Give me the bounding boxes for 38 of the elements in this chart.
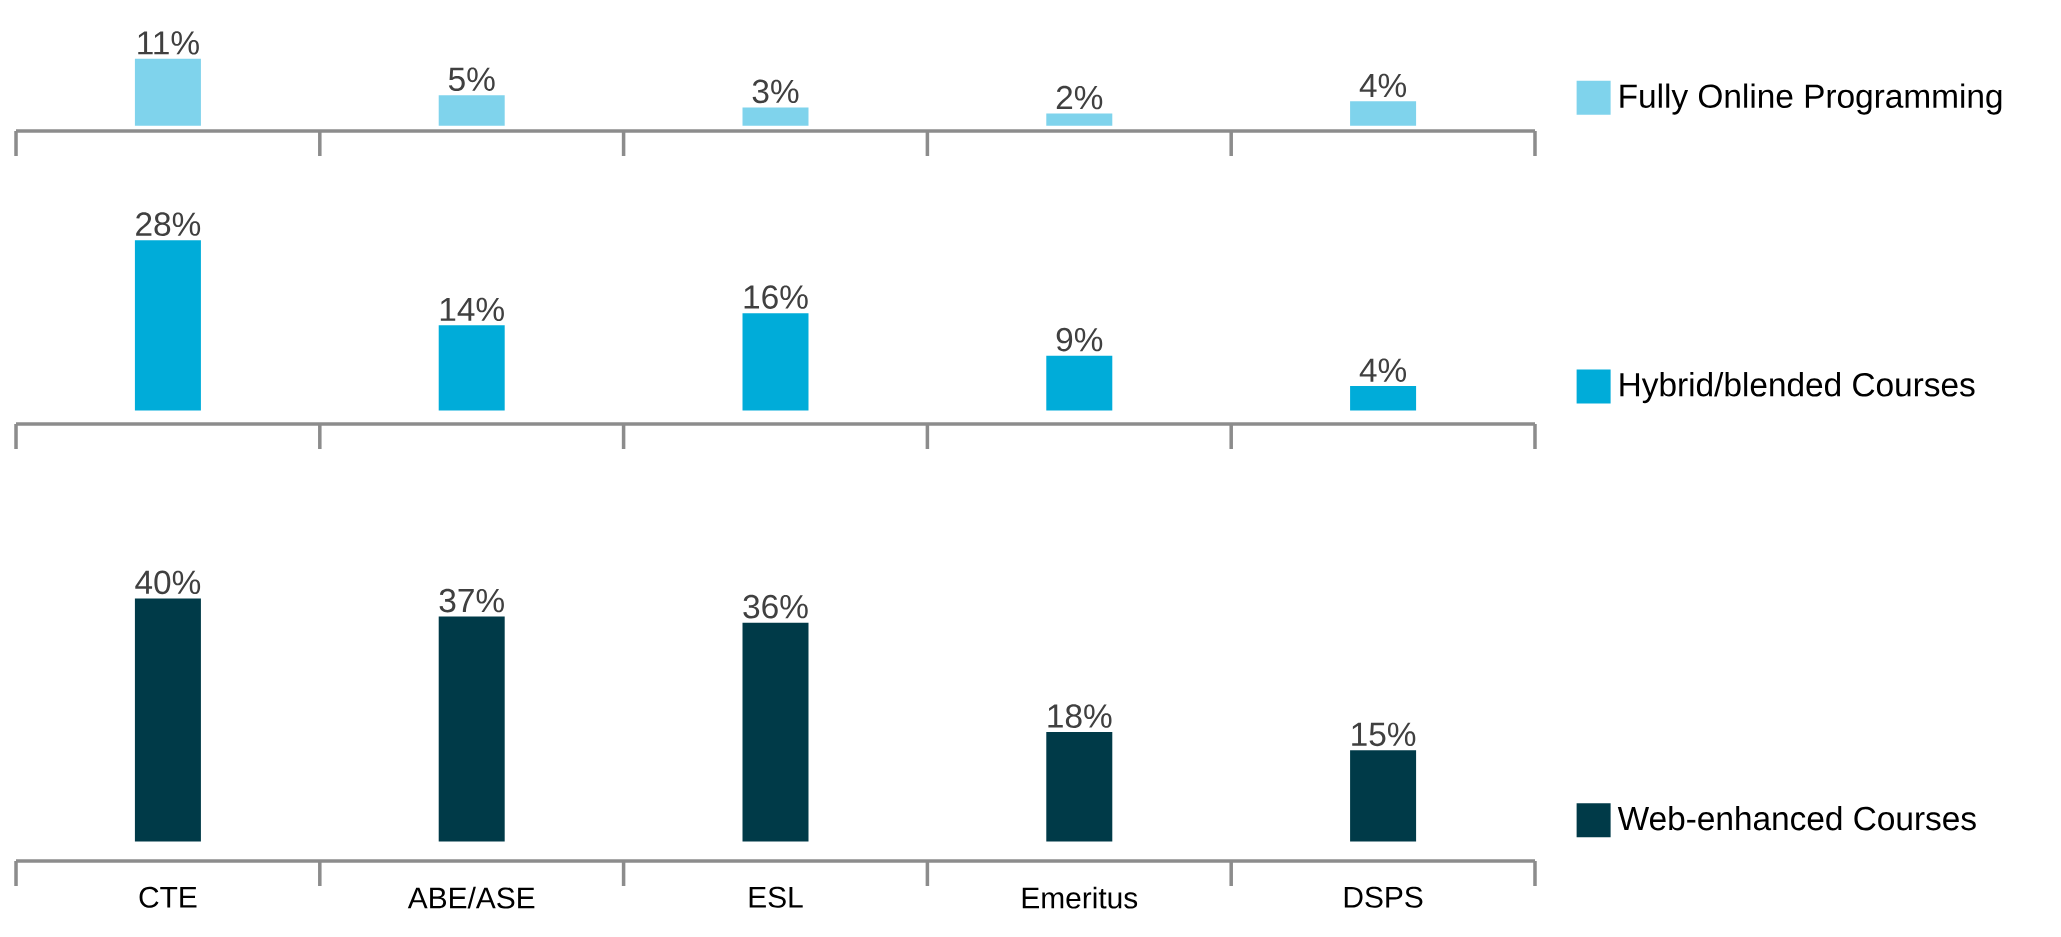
bar: [742, 622, 809, 842]
data-label: 18%: [1048, 704, 1112, 728]
bar: [438, 95, 505, 126]
bar: [438, 325, 505, 411]
bar: [1350, 101, 1417, 126]
data-label: 9%: [1056, 327, 1103, 352]
x-tick-label: ABE/ASE: [407, 886, 535, 909]
legend-label: Hybrid/blended Courses: [1620, 372, 1975, 404]
bar: [1046, 355, 1113, 411]
data-label: 40%: [135, 570, 201, 595]
bar: [742, 313, 809, 411]
x-tick-label: DSPS: [1344, 886, 1423, 908]
x-tick-label: Emeritus: [1022, 886, 1138, 909]
data-label: 14%: [440, 297, 504, 322]
bar: [1350, 750, 1417, 842]
bar: [742, 107, 809, 126]
legend-label: Web-enhanced Courses: [1617, 805, 1976, 831]
bar: [134, 58, 201, 126]
bar: [134, 598, 201, 842]
data-label: 11%: [138, 31, 199, 55]
legend-label: Fully Online Programming: [1620, 83, 2002, 115]
data-label: 4%: [1359, 73, 1407, 98]
data-label: 3%: [752, 79, 799, 104]
data-label: 37%: [439, 588, 504, 613]
data-label: 16%: [744, 285, 808, 309]
data-label: 2%: [1056, 85, 1103, 110]
bar: [1350, 386, 1417, 411]
data-label: 28%: [136, 212, 201, 236]
bar: [1046, 113, 1113, 126]
data-label: 15%: [1352, 722, 1416, 747]
bar: [438, 616, 505, 842]
x-tick-label: CTE: [139, 886, 197, 908]
data-label: 5%: [448, 67, 495, 92]
data-label: 36%: [743, 594, 808, 619]
bar: [1046, 732, 1113, 842]
data-label: 4%: [1359, 358, 1407, 382]
bar: [134, 240, 201, 411]
x-tick-label: ESL: [749, 886, 803, 908]
